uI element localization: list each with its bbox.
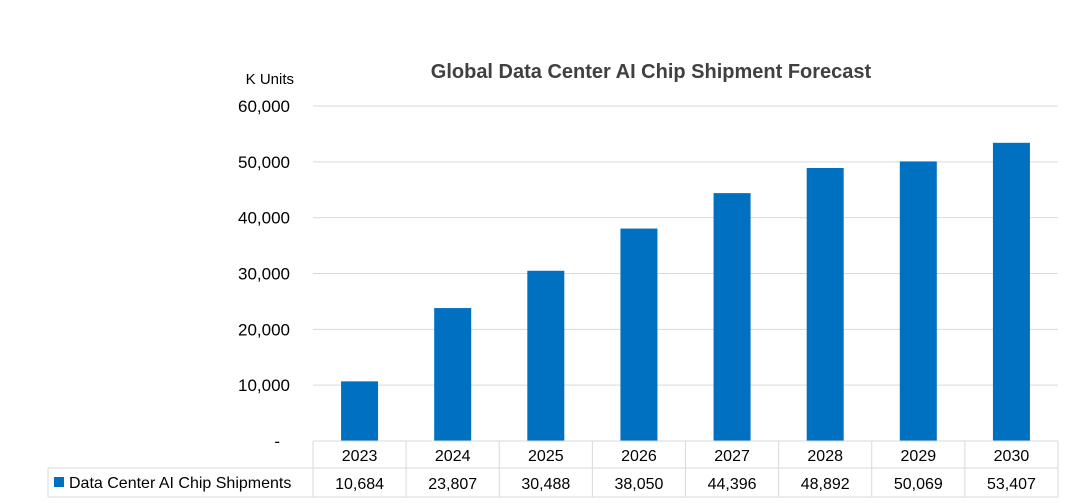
bar-2025 — [527, 270, 565, 441]
y-axis-ticks: - 10,000 20,000 30,000 40,000 50,000 60,000 — [238, 97, 290, 451]
y-tick-label: - — [274, 432, 280, 451]
data-label: 53,407 — [987, 476, 1036, 493]
legend-swatch — [54, 477, 64, 487]
gridlines — [313, 105, 1058, 386]
category-label: 2025 — [528, 448, 564, 465]
y-tick-label: 20,000 — [238, 320, 290, 339]
bar-2027 — [713, 193, 751, 441]
y-tick-label: 30,000 — [238, 265, 290, 284]
category-label: 2027 — [714, 448, 750, 465]
data-label: 50,069 — [894, 476, 943, 493]
legend-label: Data Center AI Chip Shipments — [69, 475, 291, 492]
data-label: 10,684 — [335, 476, 384, 493]
category-label: 2030 — [994, 448, 1030, 465]
y-tick-label: 40,000 — [238, 209, 290, 228]
y-tick-label: 50,000 — [238, 153, 290, 172]
bar-2026 — [620, 228, 658, 441]
bar-2023 — [341, 381, 379, 441]
category-label: 2023 — [342, 448, 378, 465]
category-label: 2028 — [807, 448, 843, 465]
y-tick-label: 10,000 — [238, 376, 290, 395]
data-label: 48,892 — [801, 476, 850, 493]
bar-2024 — [434, 308, 472, 441]
bar-2028 — [806, 168, 844, 442]
category-label: 2024 — [435, 448, 471, 465]
y-tick-label: 60,000 — [238, 97, 290, 116]
data-label: 38,050 — [614, 476, 663, 493]
bar-2030 — [992, 142, 1030, 441]
bars — [341, 142, 1030, 442]
chart-title: Global Data Center AI Chip Shipment Fore… — [431, 61, 872, 83]
category-label: 2026 — [621, 448, 657, 465]
data-table: 2023 10,684 2024 23,807 2025 30,488 2026 38,050… — [47, 440, 1059, 498]
data-label: 44,396 — [708, 476, 757, 493]
y-axis-unit-label: K Units — [246, 71, 294, 88]
data-label: 30,488 — [521, 476, 570, 493]
category-label: 2029 — [901, 448, 937, 465]
data-label: 23,807 — [428, 476, 477, 493]
bar-2029 — [899, 161, 937, 441]
